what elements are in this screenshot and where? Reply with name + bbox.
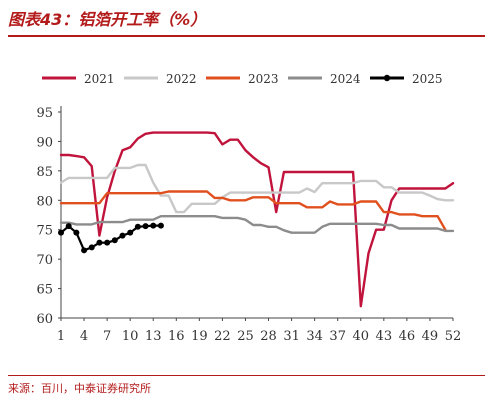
series-line-2023 [59, 190, 447, 231]
point-2025 [81, 247, 88, 254]
point-2025 [58, 229, 64, 236]
x-tick-label: 22 [214, 329, 231, 344]
x-tick-label: 43 [376, 329, 393, 344]
point-2025 [142, 223, 149, 230]
x-tick-label: 34 [306, 329, 323, 344]
series-line-2022 [59, 163, 455, 214]
x-tick-label: 37 [329, 329, 346, 344]
y-tick-label: 70 [36, 253, 53, 268]
x-tick-label: 46 [399, 329, 416, 344]
series-line-2025 [59, 224, 162, 252]
y-tick-label: 60 [36, 312, 53, 327]
legend-label-2023: 2023 [248, 72, 279, 86]
point-2025 [73, 229, 80, 236]
point-2025 [119, 232, 126, 239]
x-tick-label: 16 [168, 329, 185, 344]
x-tick-label: 31 [283, 329, 300, 344]
y-tick-label: 75 [36, 224, 53, 239]
axes: 60 65 70 75 80 85 90 95 1 4 7 10 13 16 19 22 25 28 31 34 37 4… [36, 106, 461, 344]
x-tick-label: 49 [422, 329, 439, 344]
legend-marker-2025 [383, 74, 391, 82]
x-tick-label: 25 [237, 329, 254, 344]
point-2025 [88, 244, 95, 251]
point-2025 [127, 229, 134, 236]
legend: 2021 2022 2023 2024 2025 [42, 72, 443, 86]
title-rule [8, 35, 485, 37]
point-2025 [104, 239, 111, 246]
y-tick-label: 90 [36, 135, 53, 150]
point-2025 [111, 237, 118, 244]
series-line-2024 [59, 214, 455, 234]
legend-label-2022: 2022 [166, 72, 197, 86]
point-2025 [96, 239, 103, 246]
x-tick-label: 19 [191, 329, 208, 344]
x-tick-label: 4 [80, 329, 88, 344]
point-2025 [157, 222, 164, 229]
source-note: 来源：百川，中泰证券研究所 [8, 382, 151, 395]
x-tick-label: 13 [145, 329, 162, 344]
y-tick-label: 85 [36, 165, 53, 180]
point-2025 [150, 222, 157, 229]
legend-label-2021: 2021 [84, 72, 115, 86]
x-tick-label: 28 [260, 329, 277, 344]
point-2025 [65, 223, 72, 230]
source-rule [8, 375, 485, 376]
x-tick-label: 52 [445, 329, 462, 344]
y-tick-label: 65 [36, 283, 53, 298]
y-tick-label: 95 [36, 106, 53, 121]
point-2025 [134, 223, 141, 230]
legend-label-2024: 2024 [330, 72, 361, 86]
x-tick-label: 7 [103, 329, 111, 344]
figure-title: 图表43：铝箔开工率（%） [8, 10, 207, 29]
x-tick-label: 10 [122, 329, 139, 344]
y-tick-label: 80 [36, 194, 53, 209]
legend-label-2025: 2025 [412, 72, 443, 86]
x-tick-label: 40 [352, 329, 369, 344]
x-tick-label: 1 [57, 329, 65, 344]
series-line-2021 [59, 131, 455, 308]
series-lines [58, 131, 455, 308]
